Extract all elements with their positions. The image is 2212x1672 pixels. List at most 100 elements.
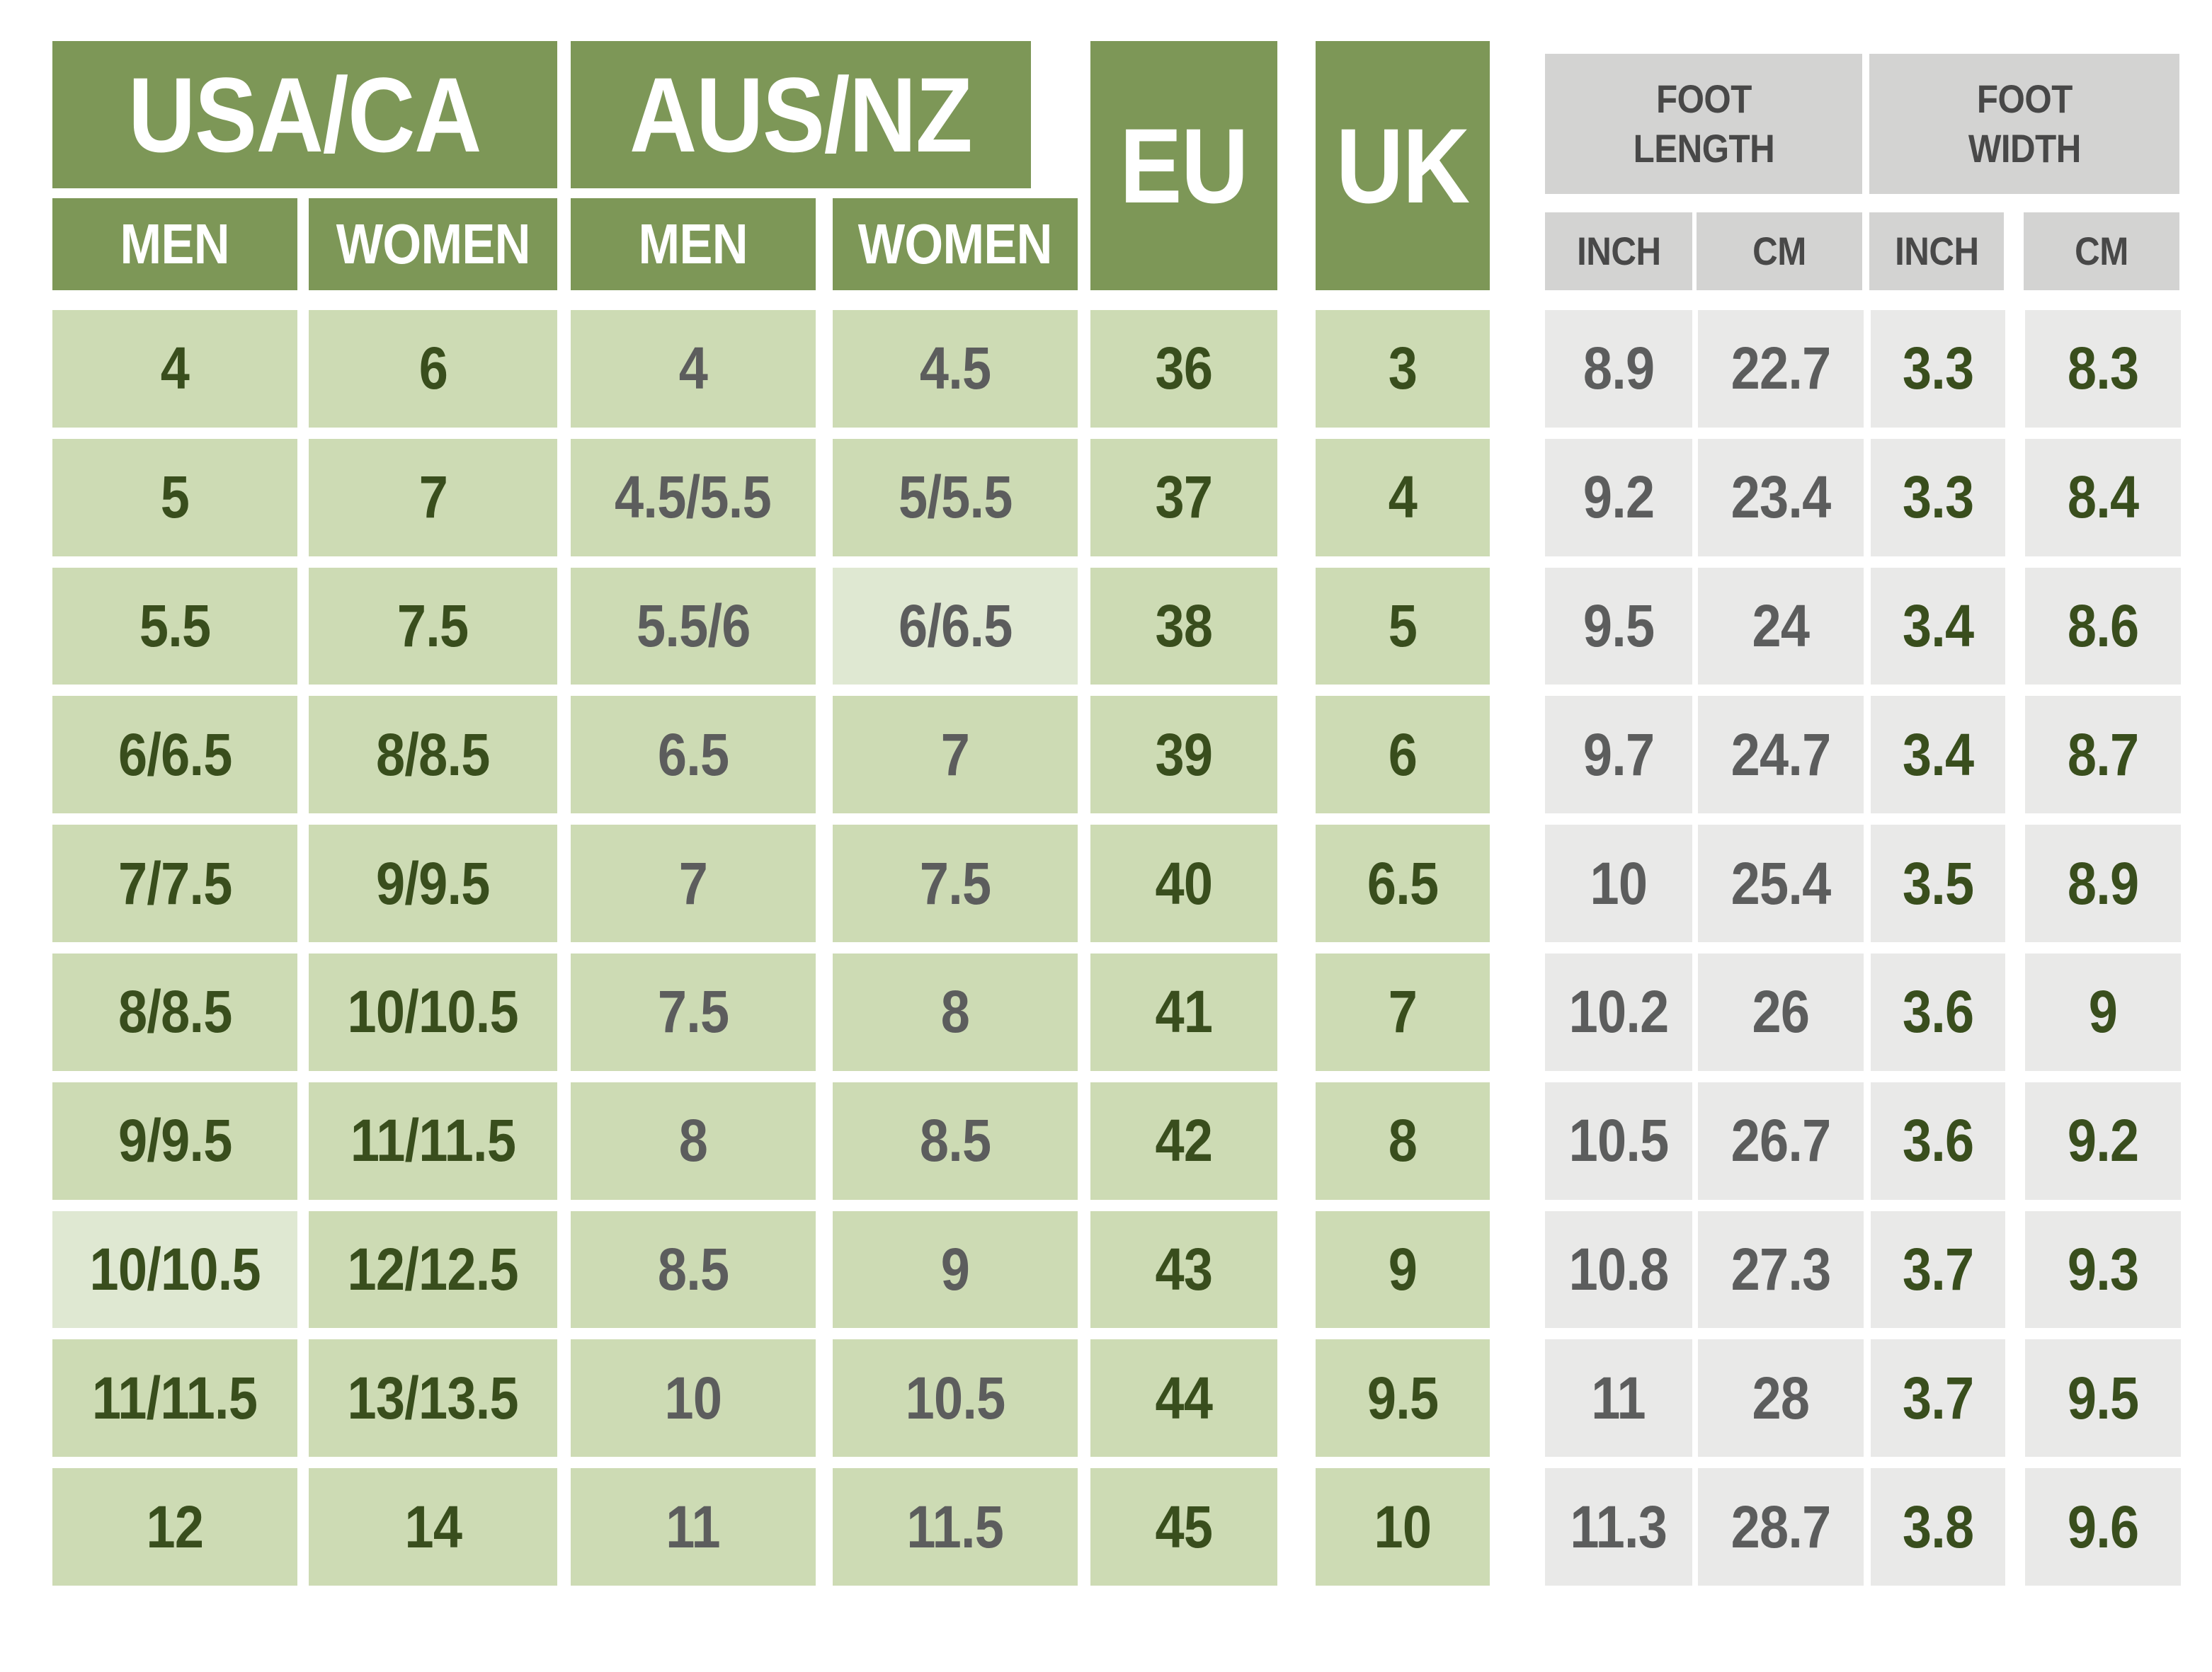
table-cell-aus-nz-women: 9 xyxy=(833,1210,1078,1329)
table-cell-foot-length-inch: 9.2 xyxy=(1545,438,1692,556)
table-cell-value: 10.2 xyxy=(1568,978,1670,1046)
table-cell-value: 3.4 xyxy=(1902,592,1974,659)
table-cell-value: 10.5 xyxy=(1568,1107,1670,1174)
table-cell-usa-ca-men: 5 xyxy=(52,438,297,556)
subheader-foot-width-inch: INCH xyxy=(1869,212,2004,290)
table-cell-foot-length-inch: 10 xyxy=(1545,825,1692,942)
table-cell-value: 8.4 xyxy=(2067,464,2139,531)
table-cell-value: 11/11.5 xyxy=(350,1107,516,1174)
table-cell-foot-length-inch: 11 xyxy=(1545,1339,1692,1458)
table-cell-uk: 3 xyxy=(1316,310,1490,428)
table-cell-value: 3.3 xyxy=(1902,464,1974,531)
table-cell-aus-nz-men: 4.5/5.5 xyxy=(571,438,816,556)
table-cell-value: 11.3 xyxy=(1570,1493,1668,1560)
table-cell-foot-width-cm: 9.2 xyxy=(2025,1082,2181,1200)
table-cell-value: 9/9.5 xyxy=(376,849,490,917)
table-cell-foot-length-cm: 28 xyxy=(1698,1339,1864,1458)
table-cell-foot-length-inch: 9.5 xyxy=(1545,567,1692,685)
table-cell-usa-ca-men: 8/8.5 xyxy=(52,954,297,1071)
subheader-foot-width-inch-label: INCH xyxy=(1894,229,1979,273)
subheader-aus-women: WOMEN xyxy=(833,198,1078,290)
table-cell-aus-nz-men: 5.5/6 xyxy=(571,567,816,685)
table-cell-value: 9.5 xyxy=(1367,1364,1439,1431)
header-foot-length: FOOT LENGTH xyxy=(1545,54,1862,194)
table-cell-foot-width-cm: 8.9 xyxy=(2025,825,2181,942)
table-cell-value: 3.8 xyxy=(1902,1493,1974,1560)
table-cell-value: 44 xyxy=(1155,1364,1213,1431)
table-cell-value: 7 xyxy=(940,721,970,788)
table-cell-value: 3.7 xyxy=(1902,1235,1974,1302)
table-cell-value: 28 xyxy=(1752,1364,1810,1431)
table-cell-foot-width-inch: 3.4 xyxy=(1871,696,2005,814)
table-cell-value: 6/6.5 xyxy=(118,721,232,788)
table-cell-aus-nz-men: 11 xyxy=(571,1468,816,1586)
table-cell-foot-width-cm: 8.6 xyxy=(2025,567,2181,685)
table-cell-value: 7/7.5 xyxy=(118,849,232,917)
table-cell-usa-ca-men: 7/7.5 xyxy=(52,825,297,942)
table-cell-value: 9.5 xyxy=(2067,1364,2139,1431)
table-cell-value: 40 xyxy=(1155,849,1213,917)
table-cell-value: 8.3 xyxy=(2067,335,2139,402)
table-cell-usa-ca-women: 7 xyxy=(309,438,557,556)
table-cell-usa-ca-women: 10/10.5 xyxy=(309,954,557,1071)
table-cell-foot-width-cm: 8.3 xyxy=(2025,310,2181,428)
header-eu: EU xyxy=(1090,41,1277,290)
table-cell-foot-width-inch: 3.3 xyxy=(1871,438,2005,556)
table-cell-uk: 7 xyxy=(1316,954,1490,1071)
table-cell-value: 6 xyxy=(1388,721,1418,788)
table-cell-usa-ca-men: 11/11.5 xyxy=(52,1339,297,1458)
subheader-aus-men: MEN xyxy=(571,198,816,290)
table-cell-eu: 39 xyxy=(1090,696,1277,814)
table-cell-value: 24.7 xyxy=(1731,721,1832,788)
table-cell-value: 39 xyxy=(1155,721,1213,788)
table-cell-value: 24 xyxy=(1752,592,1810,659)
table-cell-value: 8.6 xyxy=(2067,592,2139,659)
table-cell-value: 5.5/6 xyxy=(636,592,751,659)
table-cell-foot-length-cm: 25.4 xyxy=(1698,825,1864,942)
table-cell-value: 4.5/5.5 xyxy=(615,464,773,531)
table-cell-eu: 38 xyxy=(1090,567,1277,685)
table-cell-usa-ca-women: 14 xyxy=(309,1468,557,1586)
table-cell-value: 4.5 xyxy=(919,335,991,402)
table-cell-value: 4 xyxy=(160,335,190,402)
table-cell-foot-width-inch: 3.7 xyxy=(1871,1339,2005,1458)
table-cell-foot-length-cm: 28.7 xyxy=(1698,1468,1864,1586)
table-cell-foot-length-cm: 26.7 xyxy=(1698,1082,1864,1200)
table-cell-value: 10 xyxy=(1374,1493,1432,1560)
table-cell-uk: 9 xyxy=(1316,1210,1490,1329)
table-cell-uk: 9.5 xyxy=(1316,1339,1490,1458)
table-cell-value: 28.7 xyxy=(1731,1493,1832,1560)
table-cell-value: 5 xyxy=(1388,592,1418,659)
subheader-foot-length-inch: INCH xyxy=(1545,212,1692,290)
table-cell-value: 5 xyxy=(160,464,190,531)
table-cell-foot-length-inch: 11.3 xyxy=(1545,1468,1692,1586)
header-usa-ca-label: USA/CA xyxy=(128,55,481,174)
table-cell-value: 7.5 xyxy=(397,592,469,659)
table-cell-value: 7 xyxy=(678,849,708,917)
table-cell-foot-width-cm: 8.7 xyxy=(2025,696,2181,814)
table-cell-aus-nz-women: 7 xyxy=(833,696,1078,814)
table-cell-value: 3.5 xyxy=(1902,849,1974,917)
table-cell-value: 9.2 xyxy=(2067,1107,2139,1174)
table-cell-value: 6.5 xyxy=(1367,849,1439,917)
table-cell-value: 37 xyxy=(1155,464,1213,531)
table-cell-aus-nz-men: 8.5 xyxy=(571,1210,816,1329)
table-cell-value: 3.7 xyxy=(1902,1364,1974,1431)
table-cell-usa-ca-men: 9/9.5 xyxy=(52,1082,297,1200)
size-table-body: 4 6 4 4.5 36 3 8.9 22.7 3.3 8.3 5 7 4.5/5.5 5/5.5 37 4 9… xyxy=(52,310,2181,1586)
subheader-aus-women-label: WOMEN xyxy=(857,212,1053,275)
table-cell-value: 8 xyxy=(678,1107,708,1174)
table-cell-aus-nz-women: 5/5.5 xyxy=(833,438,1078,556)
table-cell-value: 7.5 xyxy=(919,849,991,917)
table-cell-value: 9 xyxy=(1388,1235,1418,1302)
subheader-usa-men-label: MEN xyxy=(120,212,230,275)
table-cell-usa-ca-men: 4 xyxy=(52,310,297,428)
table-cell-uk: 6 xyxy=(1316,696,1490,814)
table-cell-value: 38 xyxy=(1155,592,1213,659)
subheader-foot-width-cm: CM xyxy=(2024,212,2179,290)
table-cell-value: 10 xyxy=(664,1364,722,1431)
subheader-usa-women: WOMEN xyxy=(309,198,557,290)
table-cell-eu: 43 xyxy=(1090,1210,1277,1329)
table-cell-value: 9/9.5 xyxy=(118,1107,232,1174)
